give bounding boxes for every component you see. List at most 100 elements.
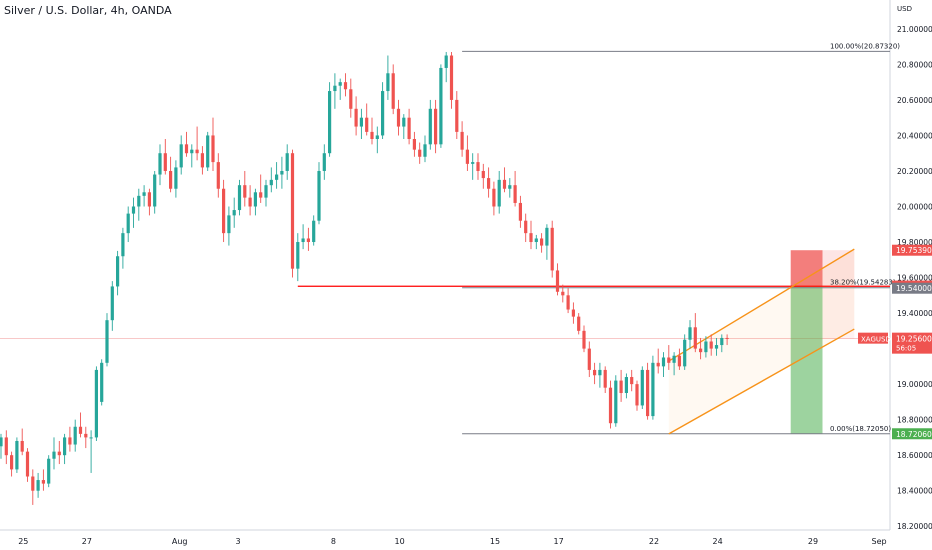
candle — [508, 178, 512, 198]
candle — [524, 213, 528, 243]
candle-body — [635, 384, 639, 406]
x-tick-label: 10 — [395, 537, 405, 546]
candle — [693, 313, 697, 353]
candle-body — [94, 369, 98, 438]
candle-body — [317, 170, 321, 221]
candle — [683, 334, 687, 370]
candle — [439, 64, 443, 148]
candle-body — [683, 339, 687, 367]
candle-body — [577, 316, 581, 331]
candle-body — [693, 327, 697, 349]
candle — [582, 325, 586, 353]
candle — [100, 359, 104, 406]
candle-body — [275, 174, 279, 180]
candle-body — [465, 149, 469, 164]
y-tick-label: 20.20000 — [897, 167, 932, 176]
candle-body — [280, 170, 284, 175]
axis-price-tag: 19.54000 — [896, 284, 932, 293]
candle-body — [471, 162, 475, 164]
candle-body — [428, 108, 432, 145]
candle — [105, 313, 109, 367]
candle-body — [518, 202, 522, 221]
candle-body — [709, 341, 713, 349]
candle-body — [243, 185, 247, 198]
open-pnl-zone — [822, 286, 855, 339]
candle — [84, 426, 88, 449]
candle-body — [237, 185, 242, 211]
candle-body — [100, 362, 104, 402]
candle — [593, 362, 597, 385]
candle-body — [306, 238, 310, 243]
candle — [264, 179, 268, 207]
candle-body — [481, 170, 485, 179]
candle — [306, 227, 310, 251]
candle-body — [312, 220, 316, 243]
candle — [672, 352, 676, 376]
candle — [333, 73, 337, 109]
candle — [290, 149, 295, 278]
candle-body — [492, 188, 496, 207]
candle-body — [370, 131, 374, 139]
candle-body — [534, 238, 538, 243]
candle-body — [571, 309, 575, 317]
candle — [402, 114, 406, 139]
candle-body — [322, 153, 326, 171]
candle-body — [116, 256, 120, 287]
candle — [646, 362, 650, 420]
candle — [147, 188, 151, 216]
candle-body — [290, 153, 295, 269]
candle-body — [608, 387, 613, 424]
axis-price-tag: 19.75390 — [896, 246, 932, 255]
candle-body — [439, 67, 443, 145]
candle-body — [105, 320, 109, 363]
candle-body — [434, 108, 438, 145]
candle-body — [704, 341, 708, 353]
candle-body — [720, 337, 724, 346]
axis-price-tag: 18.72060 — [896, 430, 932, 439]
candle-body — [667, 357, 671, 363]
candle-body — [672, 355, 676, 363]
candle-body — [285, 153, 289, 171]
symbol-tag-bg — [858, 332, 888, 344]
x-tick-label: 22 — [649, 537, 659, 546]
candle — [216, 153, 220, 198]
candle — [497, 170, 501, 214]
candle-body — [476, 162, 480, 171]
candle — [370, 117, 374, 145]
fib-level-label: 38.20%(19.54283) — [830, 279, 896, 287]
candle-body — [222, 188, 226, 234]
candle — [704, 336, 708, 358]
candle-body — [84, 433, 88, 438]
candle — [534, 234, 538, 250]
candle — [301, 224, 305, 250]
candle — [566, 288, 570, 314]
candle-body — [555, 270, 560, 292]
candle-body — [142, 192, 146, 196]
candle-body — [640, 369, 644, 406]
candle — [20, 428, 24, 456]
candle-body — [158, 153, 162, 175]
candle-body — [566, 295, 570, 310]
candle-body — [508, 185, 512, 189]
stop-loss-zone — [790, 250, 823, 287]
candle — [137, 188, 141, 221]
stop-loss-zone-extension — [822, 250, 855, 287]
symbol-tag: XAGUSD — [861, 336, 891, 344]
candle-body — [63, 437, 67, 456]
candle-body — [714, 345, 719, 349]
candle — [275, 162, 279, 189]
candle — [487, 167, 491, 198]
candle-body — [338, 82, 342, 86]
candle — [248, 185, 252, 216]
candle — [269, 167, 273, 193]
candle — [94, 366, 98, 441]
candle-body — [381, 91, 385, 136]
candle-body — [333, 85, 337, 92]
candle-body — [248, 197, 252, 207]
candle-body — [375, 135, 379, 139]
candle-body — [449, 55, 454, 100]
current-price-value: 19.25600 — [896, 335, 932, 344]
candle-body — [126, 213, 130, 234]
